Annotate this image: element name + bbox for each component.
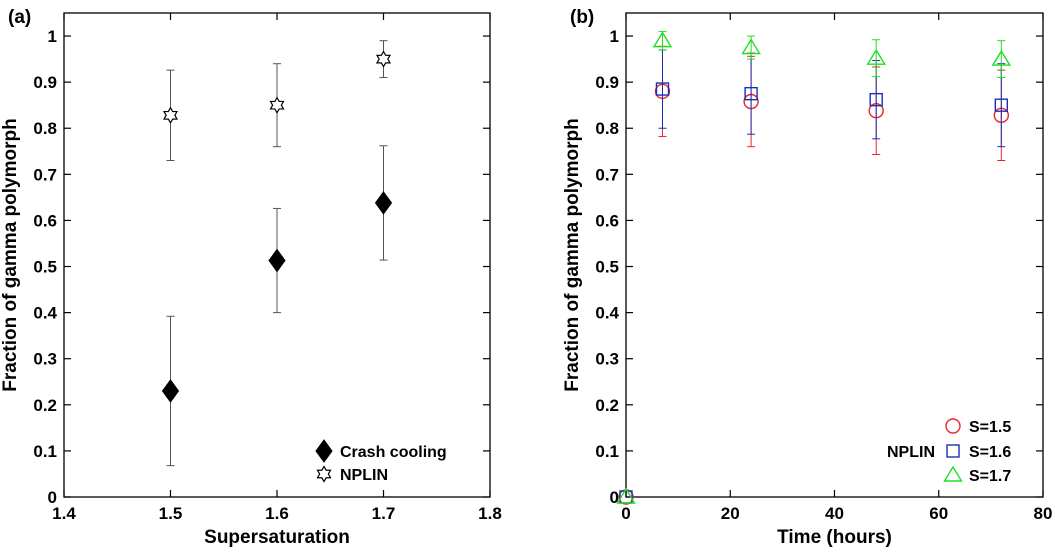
data-point bbox=[991, 49, 1012, 66]
legend-entry: Crash cooling bbox=[315, 439, 447, 463]
data-point bbox=[162, 106, 179, 125]
x-tick-label: 20 bbox=[721, 504, 740, 523]
legend-marker bbox=[943, 465, 963, 482]
data-point bbox=[866, 48, 886, 65]
x-tick-label: 1.8 bbox=[478, 504, 502, 523]
data-point bbox=[994, 98, 1008, 112]
data-point bbox=[655, 82, 670, 96]
series-s-1-7 bbox=[616, 30, 1012, 504]
x-axis-label: Supersaturation bbox=[204, 527, 350, 548]
legend-marker bbox=[945, 418, 961, 434]
panel-label: (a) bbox=[8, 7, 31, 28]
data-point bbox=[616, 487, 636, 504]
data-point bbox=[744, 86, 758, 101]
y-tick-label: 0.2 bbox=[595, 396, 619, 415]
series-nplin bbox=[162, 40, 392, 162]
y-tick-label: 0.6 bbox=[33, 211, 57, 230]
legend-marker bbox=[316, 465, 332, 483]
data-point bbox=[374, 191, 393, 215]
x-axis-label: Time (hours) bbox=[777, 527, 892, 548]
series-crash-cooling bbox=[161, 145, 393, 467]
y-tick-label: 0.5 bbox=[33, 258, 57, 277]
legend-label: S=1.7 bbox=[969, 468, 1011, 485]
data-point bbox=[375, 50, 392, 68]
legend-entry: S=1.7 bbox=[943, 465, 1011, 485]
legend-marker bbox=[315, 439, 333, 463]
panel-label: (b) bbox=[570, 7, 594, 28]
panel-a: 1.4 1.5 1.6 1.7 1.8 0 0.1 0.2 0.3 0.4 0.5 0.6 0.7 0.8… bbox=[0, 7, 502, 548]
legend-entry: S=1.6 bbox=[946, 444, 1011, 461]
legend-entry: S=1.5 bbox=[945, 418, 1011, 436]
data-point bbox=[161, 379, 180, 403]
legend-label: Crash cooling bbox=[340, 444, 447, 461]
y-tick-label: 0.5 bbox=[595, 258, 619, 277]
y-tick-label: 0.2 bbox=[33, 396, 57, 415]
x-tick-label: 1.7 bbox=[372, 504, 396, 523]
y-tick-label: 1 bbox=[610, 27, 619, 46]
y-tick-label: 0.7 bbox=[33, 165, 57, 184]
legend-title: NPLIN bbox=[887, 444, 935, 461]
x-tick-label: 0 bbox=[621, 504, 630, 523]
y-tick-label: 0.1 bbox=[33, 442, 57, 461]
data-point bbox=[269, 96, 285, 114]
legend-label: S=1.6 bbox=[969, 444, 1011, 461]
x-tick-label: 60 bbox=[929, 504, 948, 523]
y-tick-label: 0.8 bbox=[595, 119, 619, 138]
legend: Crash cooling NPLIN bbox=[315, 439, 447, 484]
x-tick-label: 1.4 bbox=[52, 504, 76, 523]
legend: S=1.5 S=1.6 S=1.7 NPLIN bbox=[887, 418, 1011, 485]
y-tick-label: 0.4 bbox=[595, 304, 619, 323]
y-tick-label: 0.6 bbox=[595, 211, 619, 230]
panel-b: 0 20 40 60 80 0 0.1 0.2 0.3 0.4 0.5 0.6 0.7 0.8 0.9 1 Ti… bbox=[562, 7, 1052, 548]
data-point bbox=[869, 92, 883, 107]
y-tick-label: 0.8 bbox=[33, 119, 57, 138]
y-tick-label: 1 bbox=[48, 27, 57, 46]
y-tick-label: 0.3 bbox=[595, 350, 619, 369]
legend-label: NPLIN bbox=[340, 467, 388, 484]
x-tick-label: 1.5 bbox=[159, 504, 183, 523]
x-tick-label: 80 bbox=[1034, 504, 1053, 523]
series-s-1-6 bbox=[619, 49, 1008, 504]
y-tick-label: 0 bbox=[610, 488, 619, 507]
y-axis-label: Fraction of gamma polymorph bbox=[0, 118, 21, 391]
y-tick-label: 0.9 bbox=[595, 73, 619, 92]
legend-label: S=1.5 bbox=[969, 419, 1011, 436]
y-tick-label: 0.1 bbox=[595, 442, 619, 461]
y-tick-label: 0.3 bbox=[33, 350, 57, 369]
x-tick-label: 40 bbox=[825, 504, 844, 523]
data-point bbox=[268, 248, 286, 273]
legend-entry: NPLIN bbox=[316, 465, 388, 484]
y-axis-label: Fraction of gamma polymorph bbox=[562, 118, 583, 391]
series-s-1-5 bbox=[618, 45, 1009, 505]
legend-marker bbox=[946, 444, 960, 458]
data-point bbox=[652, 31, 673, 48]
y-tick-label: 0.4 bbox=[33, 304, 57, 323]
y-tick-label: 0.7 bbox=[595, 165, 619, 184]
x-tick-label: 1.6 bbox=[265, 504, 289, 523]
data-point bbox=[741, 38, 761, 55]
y-tick-label: 0.9 bbox=[33, 73, 57, 92]
y-tick-label: 0 bbox=[48, 488, 57, 507]
